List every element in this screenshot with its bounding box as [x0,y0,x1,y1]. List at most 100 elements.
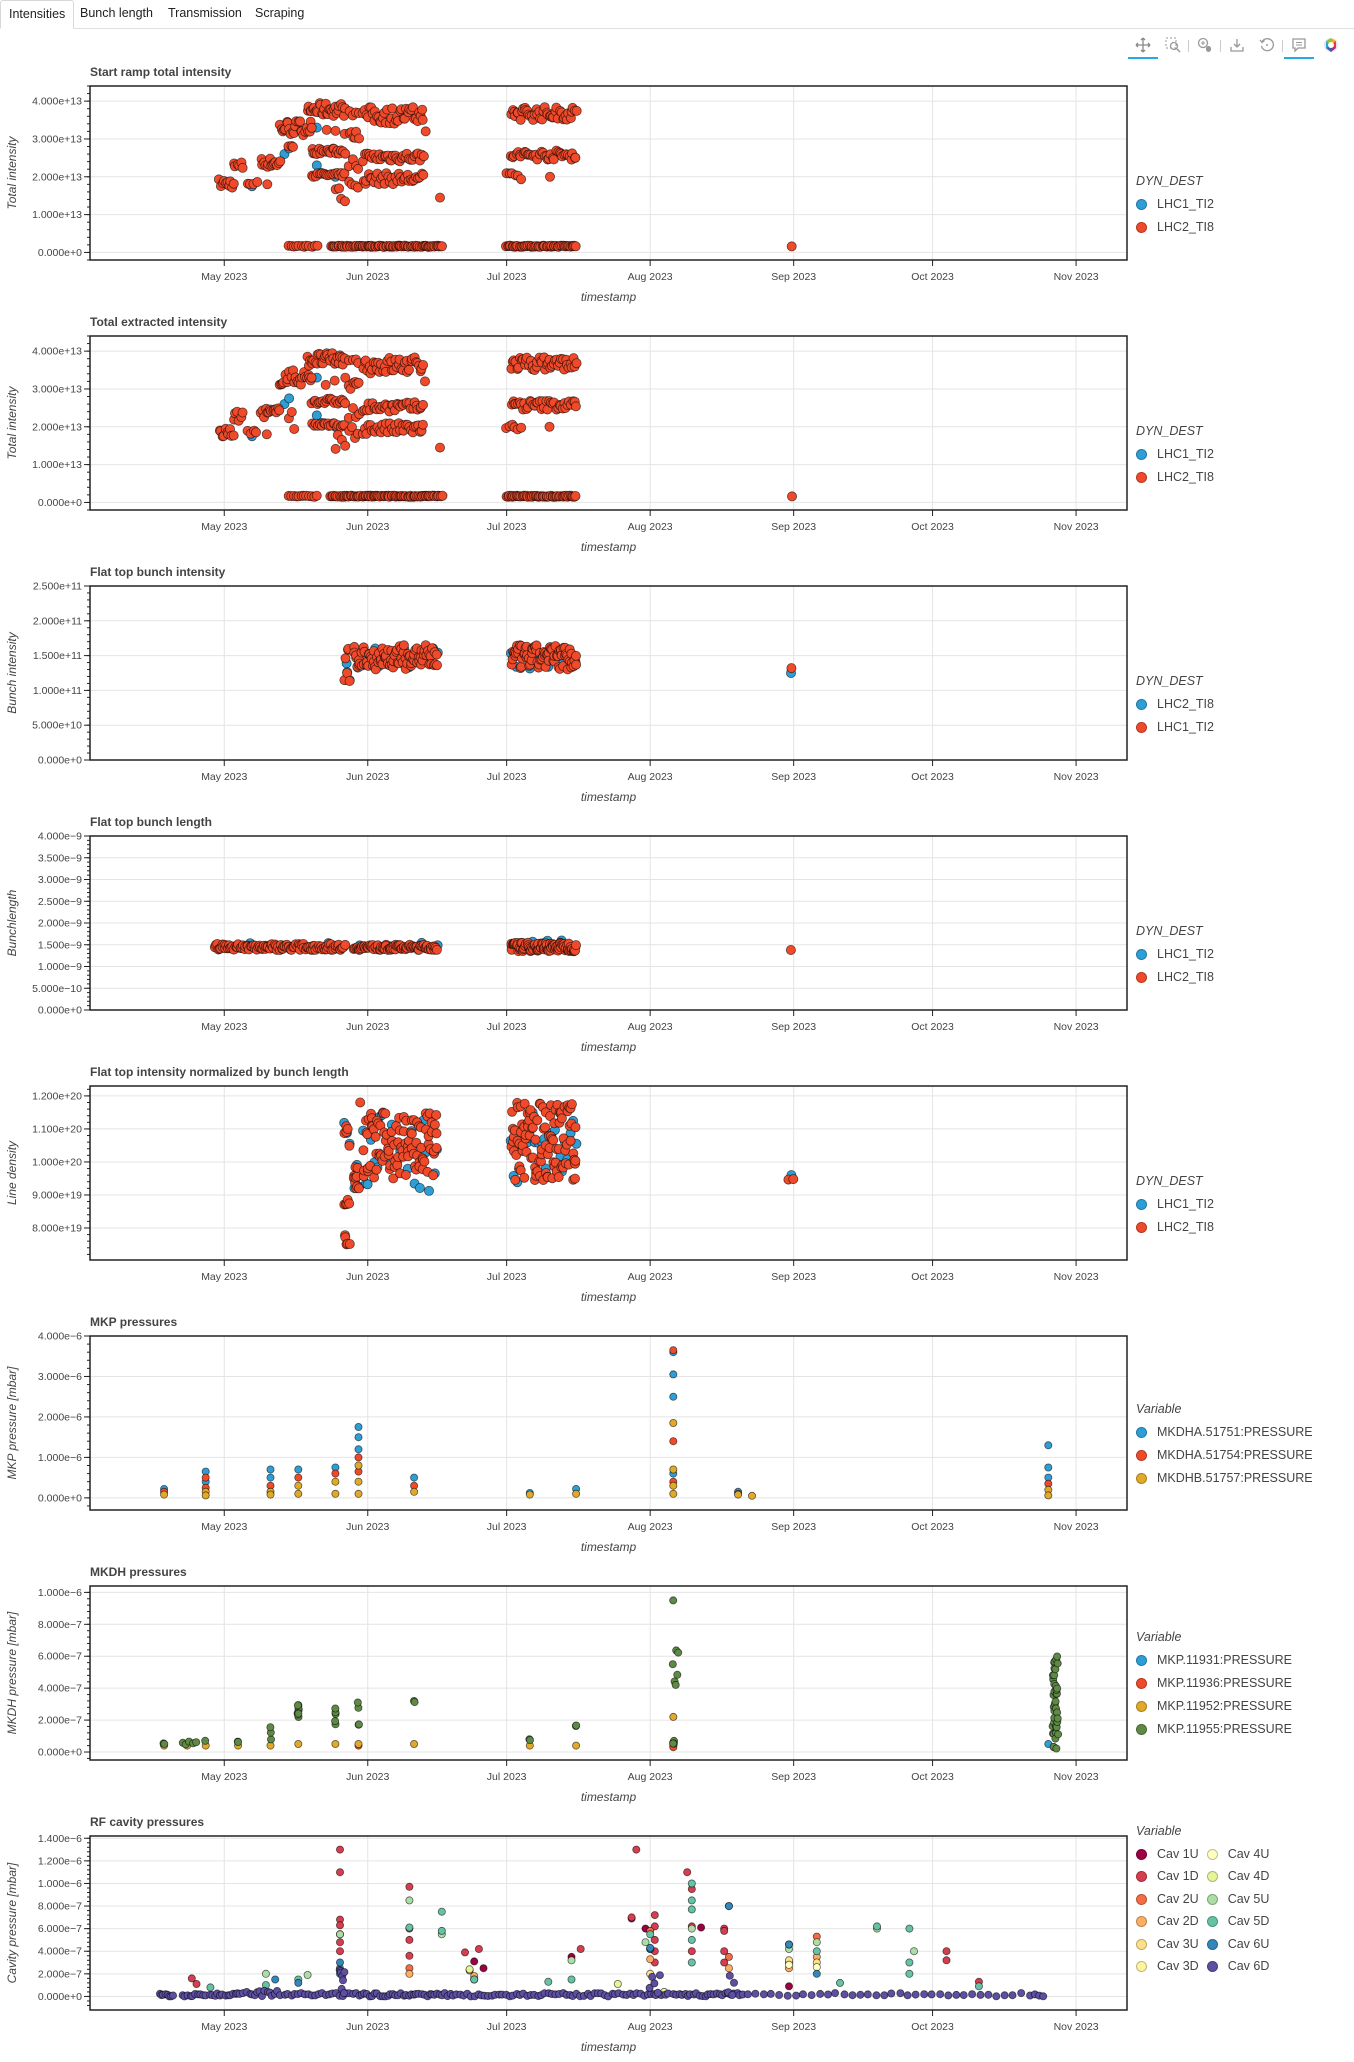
point-lhc2-ti8 [571,358,582,369]
point-mkp-11955-pressure [669,1739,678,1748]
legend-item[interactable]: Cav 6U [1206,1933,1270,1956]
point-mkp-11955-pressure [668,1660,677,1669]
tab-bunch-length[interactable]: Bunch length [80,6,153,20]
scatter-chart[interactable]: 0.000e+0 1.000e+13 2.000e+13 3.000e+13 4.000… [0,62,1354,312]
save-tool[interactable] [1224,34,1250,56]
legend-label: Cav 4D [1227,1869,1270,1884]
legend-item[interactable]: LHC1_TI2 [1136,716,1214,739]
point-lhc2-ti8 [437,490,448,501]
point-cav-6d [920,1990,929,1999]
legend-item[interactable]: Cav 2D [1136,1911,1199,1934]
legend-label: Cav 6U [1227,1936,1270,1951]
legend-item[interactable]: LHC1_TI2 [1136,1193,1214,1216]
legend-label: Cav 6D [1227,1959,1270,1974]
legend-item[interactable]: LHC2_TI8 [1136,1216,1214,1239]
legend-item[interactable]: LHC2_TI8 [1136,966,1214,989]
wheel-zoom-tool[interactable] [1192,34,1218,56]
y-tick-label: 4.000e+13 [32,96,82,108]
plot-frame [89,1835,1128,2011]
y-tick-label: 3.000e−9 [38,874,82,886]
legend-item[interactable]: Cav 1U [1136,1843,1199,1866]
legend-item[interactable]: Cav 3U [1136,1933,1199,1956]
legend-item[interactable]: MKP.11931:PRESSURE [1136,1649,1292,1672]
plot-5[interactable]: MKP pressures 0.000e+0 1.000e−6 2.000e−6 3.0… [0,1312,1354,1562]
legend-item[interactable]: LHC2_TI8 [1136,216,1214,239]
point-cav-6u [785,1940,794,1949]
x-tick-label: Aug 2023 [628,2021,673,2033]
point-lhc2-ti8 [306,372,317,383]
point-mkdha-51751-pressure [1044,1463,1053,1472]
point-lhc2-ti8 [532,1115,543,1126]
legend-item[interactable]: Cav 6D [1206,1956,1270,1979]
scatter-chart[interactable]: 0.000e+0 5.000e+10 1.000e+11 1.500e+11 2.000… [0,562,1354,812]
x-tick-label: Nov 2023 [1054,1771,1099,1783]
legend-marker-icon [1136,1916,1147,1928]
plot-6[interactable]: MKDH pressures 0.000e+0 2.000e−7 4.000e−7 6.… [0,1562,1354,1812]
point-mkdhb-51757-pressure [669,1489,678,1498]
pan-tool[interactable] [1128,34,1158,59]
scatter-chart[interactable]: 0.000e+0 2.000e−7 4.000e−7 6.000e−7 8.000e−7… [0,1812,1354,2062]
x-tick-label: Sep 2023 [771,771,816,783]
legend-item[interactable]: LHC1_TI2 [1136,943,1214,966]
y-tick-label: 5.000e+10 [32,720,82,732]
legend-item[interactable]: LHC2_TI8 [1136,693,1214,716]
point-lhc2-ti8 [556,1113,567,1124]
hover-tool[interactable] [1284,34,1314,59]
legend-item[interactable]: MKDHB.51757:PRESSURE [1136,1467,1313,1490]
legend-item[interactable]: Cav 5U [1206,1888,1269,1911]
x-tick-label: Oct 2023 [911,1021,954,1033]
point-cav-6d [887,1989,896,1998]
legend-item[interactable]: MKP.11936:PRESSURE [1136,1672,1292,1695]
legend-item[interactable]: MKP.11955:PRESSURE [1136,1718,1292,1741]
legend-item[interactable]: Cav 3D [1136,1956,1199,1979]
box-zoom-tool[interactable] [1160,34,1186,56]
tab-scraping[interactable]: Scraping [255,6,305,20]
x-tick-label: May 2023 [201,521,247,533]
point-lhc2-ti8 [570,1155,581,1166]
legend-marker-icon [1136,1938,1147,1950]
legend-item[interactable]: Cav 2U [1136,1888,1199,1911]
scatter-chart[interactable]: 0.000e+0 1.000e−6 2.000e−6 3.000e−6 4.000e−6… [0,1312,1354,1562]
legend-item[interactable]: Cav 4D [1206,1866,1270,1889]
legend-marker-icon [1136,1199,1147,1210]
bokeh-logo[interactable] [1318,34,1344,56]
x-axis-label: timestamp [581,1540,637,1554]
plot-4[interactable]: Flat top intensity normalized by bunch l… [0,1062,1354,1312]
legend-item[interactable]: Cav 5D [1206,1911,1269,1934]
plot-3[interactable]: Flat top bunch length 0.000e+0 5.000e−10 1.… [0,812,1354,1062]
legend-item[interactable]: LHC2_TI8 [1136,466,1214,489]
point-lhc2-ti8 [548,1135,559,1146]
legend-item[interactable]: MKDHA.51751:PRESSURE [1136,1421,1313,1444]
plot-1[interactable]: Total extracted intensity 0.000e+0 1.000e+… [0,312,1354,562]
legend-marker-icon [1136,949,1147,960]
plot-7[interactable]: RF cavity pressures 0.000e+0 2.000e−7 4.000… [0,1812,1354,2062]
point-cav-5u [812,1947,821,1956]
plot-2[interactable]: Flat top bunch intensity 0.000e+0 5.000e+1… [0,562,1354,812]
point-lhc2-ti8 [330,443,341,454]
scatter-chart[interactable]: 8.000e+19 9.000e+19 1.000e+20 1.100e+20 1.20… [0,1062,1354,1312]
legend-item[interactable]: Cav 4U [1206,1843,1269,1866]
point-cav-1d [335,1845,344,1854]
reset-tool[interactable] [1254,34,1280,56]
legend-label: LHC2_TI8 [1157,970,1214,984]
point-lhc2-ti8 [418,360,429,371]
scatter-chart[interactable]: 0.000e+0 5.000e−10 1.000e−9 1.500e−9 2.000e−… [0,812,1354,1062]
scatter-chart[interactable]: 0.000e+0 1.000e+13 2.000e+13 3.000e+13 4.000… [0,312,1354,562]
legend-item[interactable]: LHC1_TI2 [1136,193,1214,216]
point-lhc2-ti8 [339,196,350,207]
scatter-chart[interactable]: 0.000e+0 2.000e−7 4.000e−7 6.000e−7 8.000e−7… [0,1562,1354,1812]
legend-item[interactable]: MKP.11952:PRESSURE [1136,1695,1292,1718]
plot-0[interactable]: Start ramp total intensity 0.000e+0 1.000e… [0,62,1354,312]
legend-item[interactable]: MKDHA.51754:PRESSURE [1136,1444,1313,1467]
point-cav-6d [968,1990,977,1999]
point-lhc2-ti8 [312,240,323,251]
point-mkdhb-51757-pressure [410,1487,419,1496]
tab-intensities[interactable]: Intensities [0,0,75,29]
tab-transmission[interactable]: Transmission [168,6,242,20]
legend-item[interactable]: LHC1_TI2 [1136,443,1214,466]
legend-item[interactable]: Cav 1D [1136,1866,1199,1889]
point-cav-1d [576,1944,585,1953]
point-mkp-11955-pressure [410,1698,419,1707]
legend: DYN_DEST LHC1_TI2 LHC2_TI8 [1136,1174,1214,1239]
x-tick-label: Nov 2023 [1054,1021,1099,1033]
